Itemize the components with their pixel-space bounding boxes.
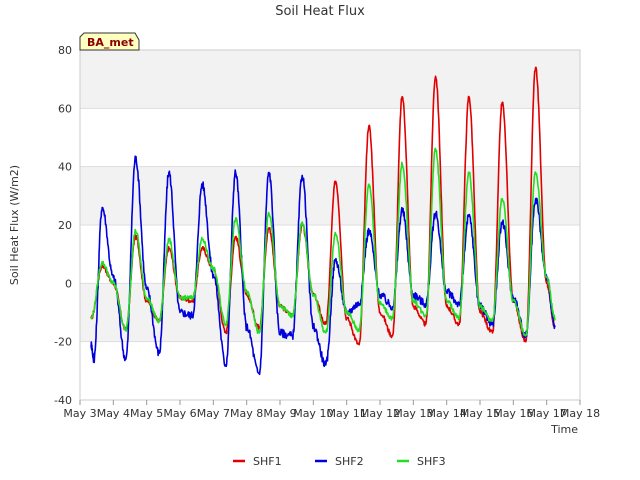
y-tick-label: 80	[58, 44, 72, 57]
y-tick-label: 40	[58, 161, 72, 174]
x-tick-label: May 14	[427, 407, 467, 420]
y-axis-label: Soil Heat Flux (W/m2)	[8, 165, 21, 285]
legend-label: SHF2	[335, 455, 364, 468]
x-tick-label: May 3	[63, 407, 96, 420]
x-tick-label: May 13	[393, 407, 433, 420]
site-badge: BA_met	[79, 32, 140, 51]
x-tick-label: May 10	[293, 407, 333, 420]
y-tick-label: 60	[58, 102, 72, 115]
y-tick-label: 0	[65, 277, 72, 290]
y-tick-label: -20	[54, 336, 72, 349]
plot-band	[80, 108, 580, 167]
plot-band	[80, 166, 580, 225]
legend: SHF1 SHF2 SHF3	[233, 455, 446, 468]
series-lines	[90, 66, 556, 376]
x-tick-label: May 18	[560, 407, 600, 420]
plot-band	[80, 50, 580, 109]
legend-label: SHF1	[253, 455, 282, 468]
x-axis-label: Time	[550, 423, 578, 436]
x-tick-label: May 16	[493, 407, 533, 420]
site-badge-shape	[79, 32, 140, 51]
x-tick-label: May 11	[327, 407, 367, 420]
x-tick-label: May 7	[197, 407, 230, 420]
x-tick-label: May 5	[130, 407, 163, 420]
chart-title: Soil Heat Flux	[275, 4, 365, 19]
legend-label: SHF3	[417, 455, 446, 468]
plot-frame	[79, 49, 581, 401]
series-line-shf1	[90, 66, 556, 346]
x-tick-label: May 8	[230, 407, 263, 420]
x-tick-label: May 17	[527, 407, 567, 420]
x-tick-label: May 6	[163, 407, 196, 420]
x-tick-label: May 9	[263, 407, 296, 420]
site-badge-label: BA_met	[87, 36, 134, 49]
x-tick-label: May 15	[460, 407, 500, 420]
y-axis-ticks: -40 -20 0 20 40 60 80	[54, 44, 72, 407]
series-line-shf3	[90, 147, 556, 337]
plot-band	[80, 341, 580, 400]
y-tick-label: 20	[58, 219, 72, 232]
x-tick-label: May 12	[360, 407, 400, 420]
y-tick-label: -40	[54, 394, 72, 407]
x-tick-label: May 4	[97, 407, 130, 420]
